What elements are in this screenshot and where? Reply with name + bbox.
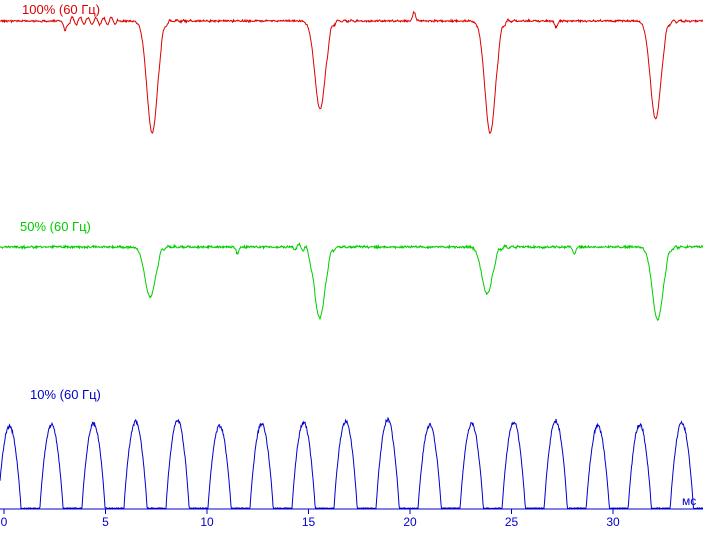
x-axis-unit-label: мс xyxy=(682,494,697,508)
series-label-50pct: 50% (60 Гц) xyxy=(20,219,91,234)
series-label-100pct: 100% (60 Гц) xyxy=(22,2,101,17)
trace-10pct-60hz xyxy=(0,416,703,510)
trace-100pct-60hz xyxy=(0,10,703,134)
trace-50pct-60hz xyxy=(0,242,703,322)
series-label-10pct: 10% (60 Гц) xyxy=(30,387,101,402)
